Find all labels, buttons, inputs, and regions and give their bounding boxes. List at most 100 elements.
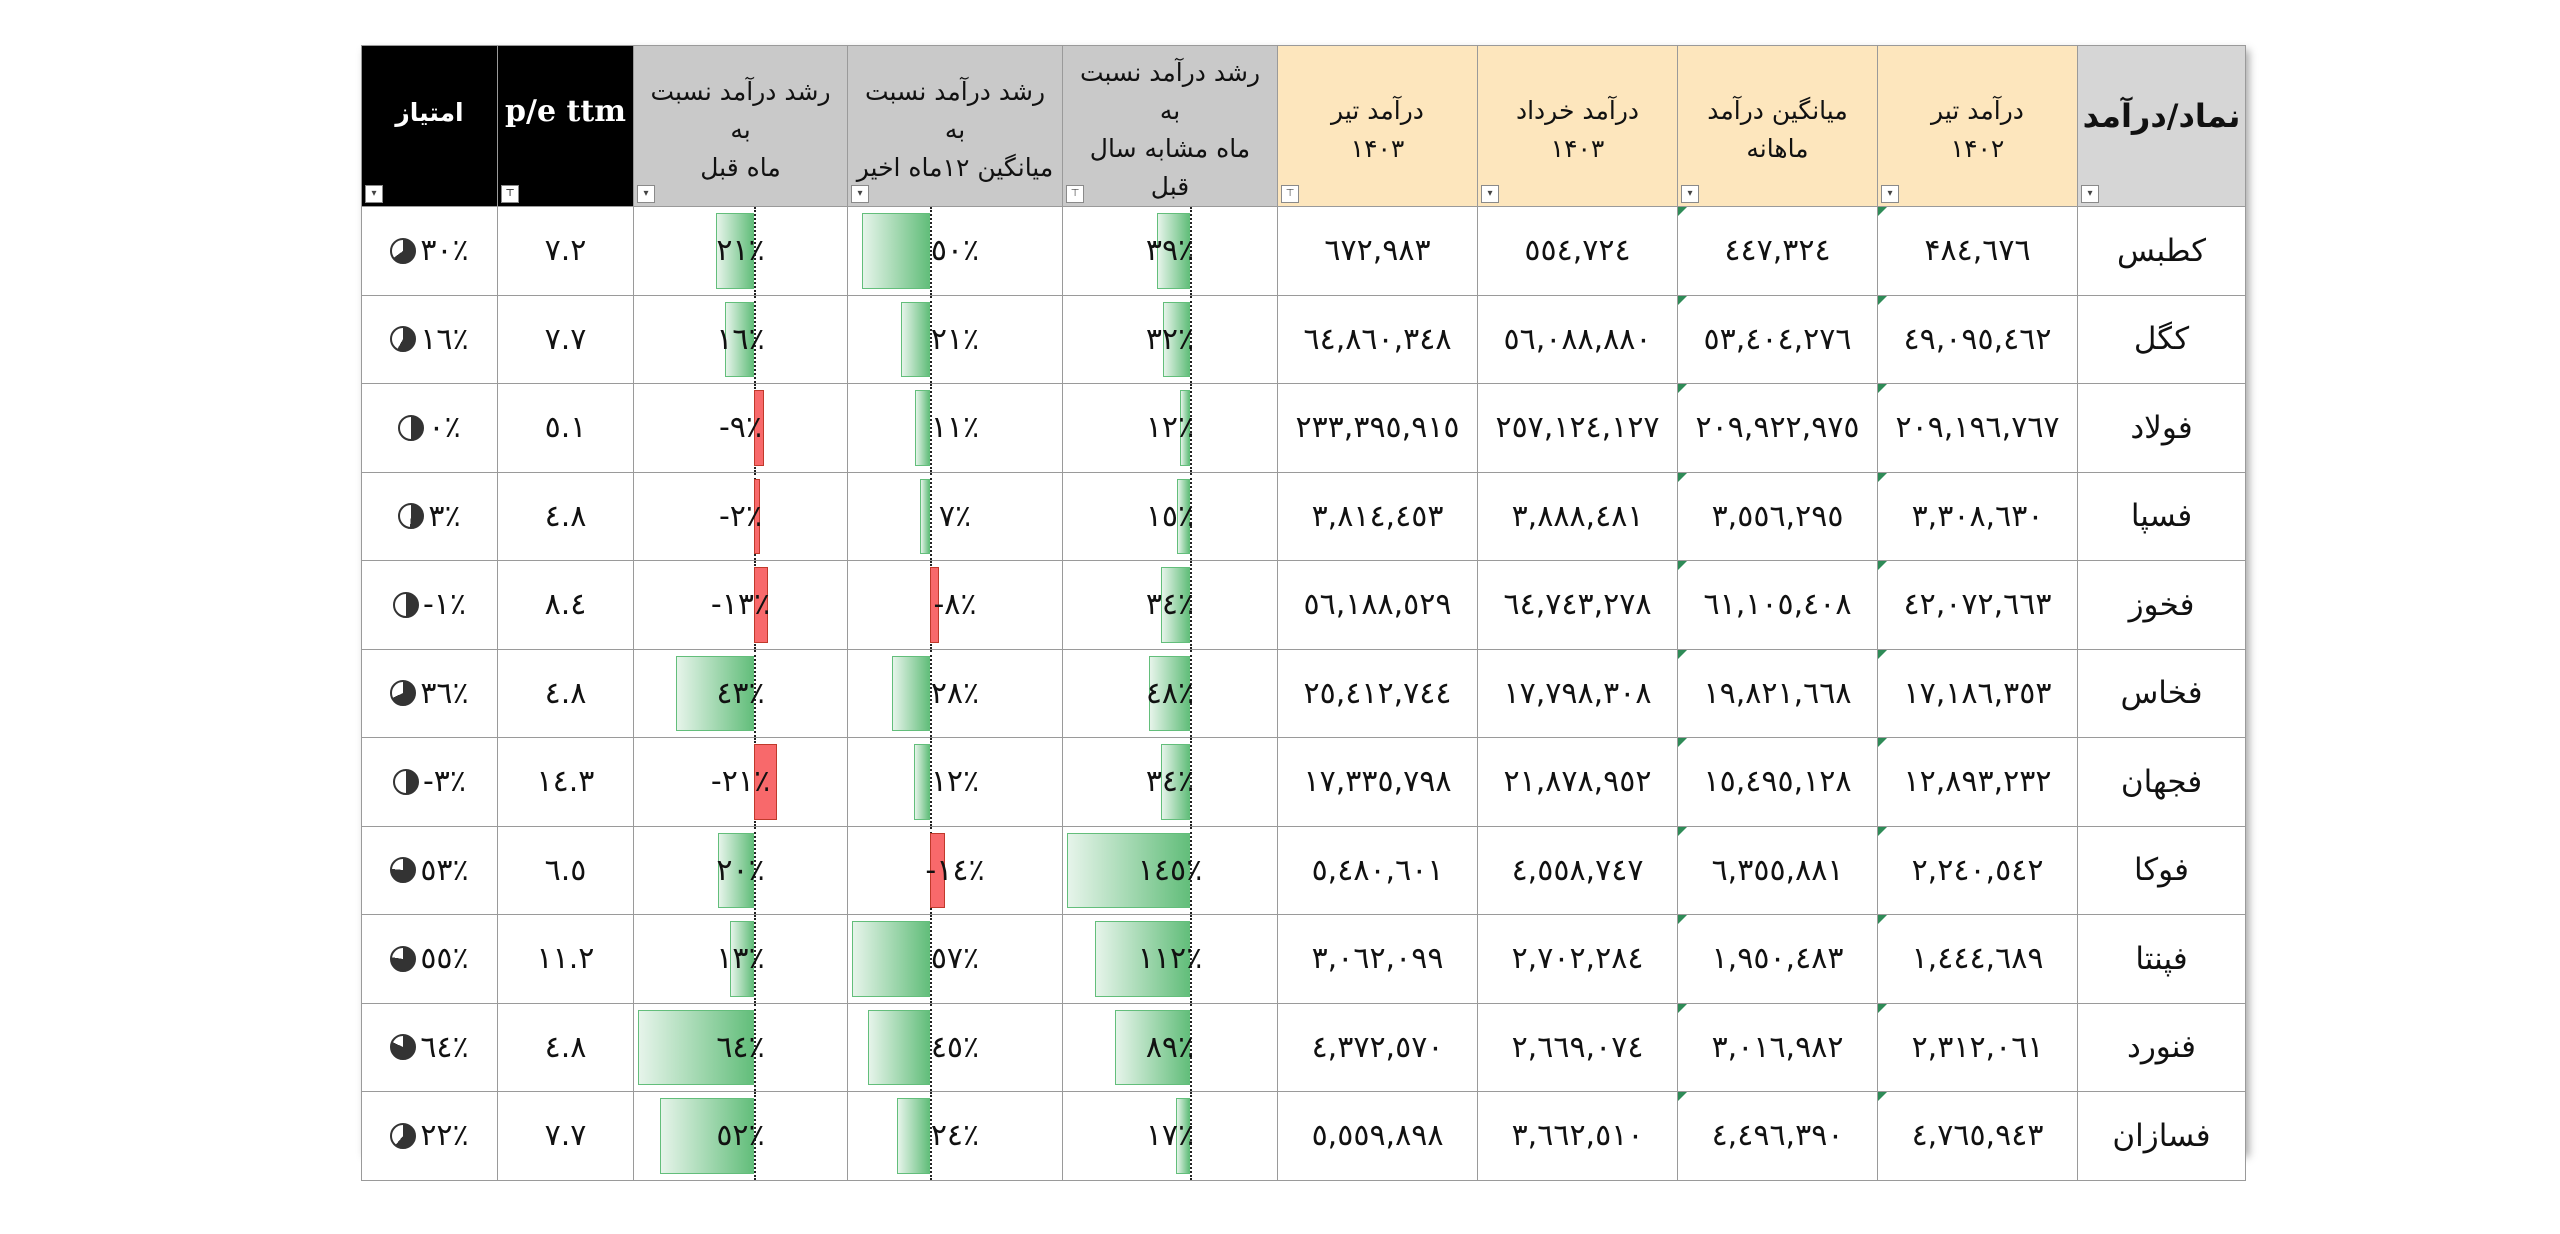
revenue-tir1402-cell[interactable]: ١٧,١٨٦,٣٥٣ [1877,648,2078,738]
growth-yoy-cell[interactable]: ١٢٪ [1062,383,1278,473]
pe-cell[interactable]: ٤.٨ [497,648,634,738]
growth-12m-cell[interactable]: ١١٪ [847,383,1063,473]
revenue-tir1402-cell[interactable]: ٤,٧٦٥,٩٤٣ [1877,1091,2078,1181]
pe-cell[interactable]: ٤.٨ [497,471,634,561]
growth-12m-cell[interactable]: -٨٪ [847,560,1063,650]
revenue-khordad1403-cell[interactable]: ٤,٥٥٨,٧٤٧ [1477,825,1678,915]
growth-12m-cell[interactable]: -١٤٪ [847,825,1063,915]
filter-dropdown-icon[interactable]: ▾ [1481,185,1499,203]
revenue-khordad1403-cell[interactable]: ٥٥٤,٧٢٤ [1477,206,1678,296]
filter-dropdown-icon[interactable]: ▾ [851,185,869,203]
pe-cell[interactable]: ۷.۲ [497,206,634,296]
monthly-avg-cell[interactable]: ٤٤٧,٣٢٤ [1677,206,1878,296]
score-cell[interactable]: ٠٪ [361,383,498,473]
revenue-tir1402-cell[interactable]: ٢,٣١٢,٠٦١ [1877,1002,2078,1092]
revenue-khordad1403-cell[interactable]: ٥٦,٠٨٨,٨٨٠ [1477,294,1678,384]
monthly-avg-cell[interactable]: ١٥,٤٩٥,١٢٨ [1677,737,1878,827]
growth-12m-cell[interactable]: ٢٤٪ [847,1091,1063,1181]
revenue-tir1403-cell[interactable]: ٤,٣٧٢,٥٧٠ [1277,1002,1478,1092]
symbol-cell[interactable]: فنورد [2077,1002,2246,1092]
monthly-avg-cell[interactable]: ١,٩٥٠,٤٨٣ [1677,914,1878,1004]
score-cell[interactable]: ٢٢٪ [361,1091,498,1181]
growth-yoy-cell[interactable]: ٣٤٪ [1062,560,1278,650]
pe-cell[interactable]: ۷.۷ [497,1091,634,1181]
score-cell[interactable]: ٣٪ [361,471,498,561]
monthly-avg-cell[interactable]: ٦١,١٠٥,٤٠٨ [1677,560,1878,650]
growth-yoy-cell[interactable]: ١٤٥٪ [1062,825,1278,915]
filter-dropdown-icon[interactable]: ▾ [2081,185,2099,203]
growth-12m-cell[interactable]: ٢١٪ [847,294,1063,384]
score-cell[interactable]: ٦٤٪ [361,1002,498,1092]
growth-12m-cell[interactable]: ٥٧٪ [847,914,1063,1004]
symbol-cell[interactable]: فسازان [2077,1091,2246,1181]
growth-mom-cell[interactable]: -٢١٪ [633,737,848,827]
revenue-tir1403-cell[interactable]: ٢٥,٤١٢,٧٤٤ [1277,648,1478,738]
symbol-cell[interactable]: فسپا [2077,471,2246,561]
revenue-tir1403-cell[interactable]: ٥٦,١٨٨,٥٢٩ [1277,560,1478,650]
symbol-cell[interactable]: فپنتا [2077,914,2246,1004]
pe-cell[interactable]: ٤.٨ [497,1002,634,1092]
revenue-khordad1403-cell[interactable]: ٦٤,٧٤٣,٢٧٨ [1477,560,1678,650]
pe-cell[interactable]: ٨.٤ [497,560,634,650]
growth-mom-cell[interactable]: ۲۱٪ [633,206,848,296]
symbol-cell[interactable]: کگل [2077,294,2246,384]
monthly-avg-cell[interactable]: ٦,٣٥٥,٨٨١ [1677,825,1878,915]
score-cell[interactable]: ٥٣٪ [361,825,498,915]
monthly-avg-cell[interactable]: ٥٣,٤٠٤,٢٧٦ [1677,294,1878,384]
filter-applied-icon[interactable]: ⊤ [1281,185,1299,203]
revenue-tir1402-cell[interactable]: ۴۸٤,٦٧٦ [1877,206,2078,296]
revenue-khordad1403-cell[interactable]: ٣,٨٨٨,٤٨١ [1477,471,1678,561]
growth-yoy-cell[interactable]: ٤٨٪ [1062,648,1278,738]
pe-cell[interactable]: ١١.٢ [497,914,634,1004]
revenue-tir1402-cell[interactable]: ٣,٣٠٨,٦٣٠ [1877,471,2078,561]
growth-yoy-cell[interactable]: ١١٢٪ [1062,914,1278,1004]
revenue-tir1403-cell[interactable]: ٣,٨١٤,٤٥٣ [1277,471,1478,561]
growth-mom-cell[interactable]: ٢٠٪ [633,825,848,915]
revenue-tir1403-cell[interactable]: ٦٤,٨٦٠,٣٤٨ [1277,294,1478,384]
score-cell[interactable]: ٣٦٪ [361,648,498,738]
symbol-cell[interactable]: فخوز [2077,560,2246,650]
revenue-tir1402-cell[interactable]: ٢٠٩,١٩٦,٧٦٧ [1877,383,2078,473]
symbol-cell[interactable]: کطبس [2077,206,2246,296]
symbol-cell[interactable]: فولاد [2077,383,2246,473]
growth-mom-cell[interactable]: -٩٪ [633,383,848,473]
pe-cell[interactable]: ۷.۷ [497,294,634,384]
monthly-avg-cell[interactable]: ٣,٥٥٦,٢٩٥ [1677,471,1878,561]
growth-yoy-cell[interactable]: ٨٩٪ [1062,1002,1278,1092]
growth-yoy-cell[interactable]: ۳۹٪ [1062,206,1278,296]
score-cell[interactable]: -٣٪ [361,737,498,827]
monthly-avg-cell[interactable]: ٤,٤٩٦,٣٩٠ [1677,1091,1878,1181]
revenue-khordad1403-cell[interactable]: ٢١,٨٧٨,٩٥٢ [1477,737,1678,827]
symbol-cell[interactable]: فوکا [2077,825,2246,915]
revenue-khordad1403-cell[interactable]: ٢,٦٦٩,٠٧٤ [1477,1002,1678,1092]
growth-mom-cell[interactable]: ٤٣٪ [633,648,848,738]
revenue-tir1402-cell[interactable]: ٢,٢٤٠,٥٤٢ [1877,825,2078,915]
growth-12m-cell[interactable]: ٤٥٪ [847,1002,1063,1092]
filter-applied-icon[interactable]: ⊤ [1066,185,1084,203]
revenue-tir1403-cell[interactable]: ٦٧٢,٩٨٣ [1277,206,1478,296]
growth-mom-cell[interactable]: ٦٤٪ [633,1002,848,1092]
score-cell[interactable]: ٥٥٪ [361,914,498,1004]
growth-12m-cell[interactable]: ١٢٪ [847,737,1063,827]
growth-mom-cell[interactable]: ١٣٪ [633,914,848,1004]
growth-mom-cell[interactable]: -٢٪ [633,471,848,561]
growth-yoy-cell[interactable]: ١٥٪ [1062,471,1278,561]
revenue-tir1403-cell[interactable]: ١٧,٣٣٥,٧٩٨ [1277,737,1478,827]
pe-cell[interactable]: ٦.٥ [497,825,634,915]
revenue-tir1403-cell[interactable]: ٢٣٣,٣٩٥,٩١٥ [1277,383,1478,473]
score-cell[interactable]: ٣٠٪ [361,206,498,296]
revenue-tir1402-cell[interactable]: ١,٤٤٤,٦٨٩ [1877,914,2078,1004]
growth-12m-cell[interactable]: ٥٠٪ [847,206,1063,296]
revenue-khordad1403-cell[interactable]: ٢,٧٠٢,٢٨٤ [1477,914,1678,1004]
growth-mom-cell[interactable]: ١٦٪ [633,294,848,384]
filter-dropdown-icon[interactable]: ▾ [1881,185,1899,203]
growth-mom-cell[interactable]: ٥٢٪ [633,1091,848,1181]
revenue-khordad1403-cell[interactable]: ٢٥٧,١٢٤,١٢٧ [1477,383,1678,473]
filter-dropdown-icon[interactable]: ▾ [637,185,655,203]
score-cell[interactable]: -١٪ [361,560,498,650]
filter-dropdown-icon[interactable]: ▾ [1681,185,1699,203]
growth-mom-cell[interactable]: -١٣٪ [633,560,848,650]
monthly-avg-cell[interactable]: ٢٠٩,٩٢٢,٩٧٥ [1677,383,1878,473]
filter-applied-icon[interactable]: ⊤ [501,185,519,203]
revenue-tir1403-cell[interactable]: ٥,٤٨٠,٦٠١ [1277,825,1478,915]
